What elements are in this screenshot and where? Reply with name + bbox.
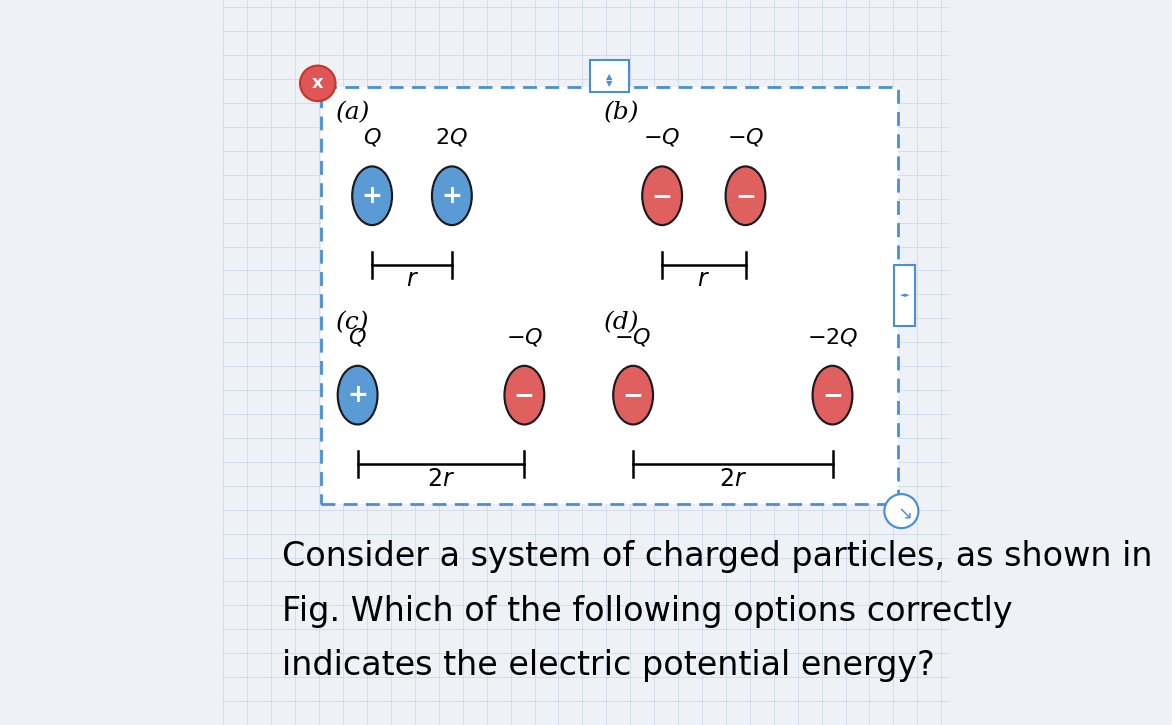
Text: (c): (c) xyxy=(336,311,369,334)
Text: x: x xyxy=(312,75,323,92)
Text: +: + xyxy=(362,183,382,208)
Text: −: − xyxy=(622,383,643,407)
Ellipse shape xyxy=(352,166,393,225)
Text: −: − xyxy=(735,183,756,208)
Ellipse shape xyxy=(504,365,545,425)
Ellipse shape xyxy=(434,168,470,223)
Ellipse shape xyxy=(640,164,684,228)
Text: $Q$: $Q$ xyxy=(348,326,367,348)
Ellipse shape xyxy=(815,368,851,423)
Text: $-Q$: $-Q$ xyxy=(506,326,543,348)
Text: ◄►: ◄► xyxy=(900,292,911,299)
Text: ▲: ▲ xyxy=(606,72,613,80)
Text: $-2Q$: $-2Q$ xyxy=(806,326,858,348)
Text: +: + xyxy=(442,183,462,208)
Ellipse shape xyxy=(300,65,336,102)
Ellipse shape xyxy=(615,368,652,423)
Ellipse shape xyxy=(725,166,765,225)
Text: −: − xyxy=(652,183,673,208)
Text: $r$: $r$ xyxy=(406,268,418,291)
Ellipse shape xyxy=(886,496,917,526)
Text: $2Q$: $2Q$ xyxy=(436,127,469,149)
Ellipse shape xyxy=(340,368,376,423)
Ellipse shape xyxy=(429,164,475,228)
Text: $-Q$: $-Q$ xyxy=(727,127,764,149)
Text: $r$: $r$ xyxy=(697,268,710,291)
Ellipse shape xyxy=(335,363,380,427)
Ellipse shape xyxy=(506,368,543,423)
Text: $2r$: $2r$ xyxy=(718,468,747,491)
Ellipse shape xyxy=(354,168,390,223)
Ellipse shape xyxy=(643,168,680,223)
Ellipse shape xyxy=(431,166,472,225)
Ellipse shape xyxy=(810,363,856,427)
Ellipse shape xyxy=(611,363,655,427)
FancyBboxPatch shape xyxy=(590,60,629,92)
Text: Fig. Which of the following options correctly: Fig. Which of the following options corr… xyxy=(281,594,1013,628)
Text: −: − xyxy=(822,383,843,407)
Text: $2r$: $2r$ xyxy=(427,468,455,491)
Text: $-Q$: $-Q$ xyxy=(614,326,652,348)
Text: (b): (b) xyxy=(604,101,640,124)
Ellipse shape xyxy=(642,166,682,225)
Ellipse shape xyxy=(728,168,764,223)
Text: indicates the electric potential energy?: indicates the electric potential energy? xyxy=(281,649,934,682)
Text: ↘: ↘ xyxy=(898,506,913,523)
Text: $Q$: $Q$ xyxy=(363,127,381,149)
Text: $-Q$: $-Q$ xyxy=(643,127,681,149)
Ellipse shape xyxy=(812,365,853,425)
Text: (d): (d) xyxy=(604,311,640,334)
Text: −: − xyxy=(513,383,534,407)
Ellipse shape xyxy=(613,365,654,425)
Text: Consider a system of charged particles, as shown in: Consider a system of charged particles, … xyxy=(281,540,1152,573)
Ellipse shape xyxy=(349,164,395,228)
Ellipse shape xyxy=(338,365,377,425)
Ellipse shape xyxy=(884,494,919,529)
FancyBboxPatch shape xyxy=(894,265,915,326)
Text: (a): (a) xyxy=(336,101,370,124)
Ellipse shape xyxy=(502,363,547,427)
Text: +: + xyxy=(347,383,368,407)
Ellipse shape xyxy=(723,164,768,228)
Ellipse shape xyxy=(302,67,334,99)
Text: ▼: ▼ xyxy=(606,79,613,88)
Bar xyxy=(321,87,898,504)
